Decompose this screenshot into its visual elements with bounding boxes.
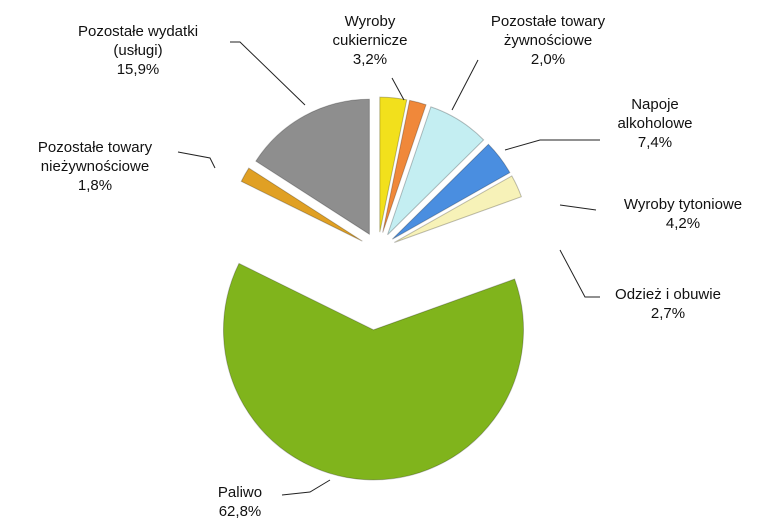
slice-value: 3,2% (352, 51, 388, 68)
slice-value: 4,2% (665, 215, 701, 232)
leader-line (559, 249, 600, 298)
slice-label: Wyroby tytoniowe 4,2% (583, 195, 768, 233)
slice-value: 1,8% (77, 177, 113, 194)
slice-value: 2,7% (650, 305, 686, 322)
slice-label: Wyroby cukiernicze 3,2% (315, 12, 425, 69)
pie-slice (379, 96, 408, 233)
slice-label: Paliwo 62,8% (190, 483, 290, 521)
leader-line (504, 139, 600, 151)
leader-line (281, 479, 331, 496)
slice-label: Napoje alkoholowe 7,4% (600, 95, 710, 152)
slice-value: 2,0% (530, 51, 566, 68)
slice-name: Wyroby cukiernicze (332, 13, 408, 49)
leader-line (177, 151, 216, 169)
leader-line (451, 59, 479, 111)
leader-line (559, 204, 597, 211)
slice-label: Odzież i obuwie 2,7% (568, 285, 768, 323)
slice-label: Pozostałe towary żywnościowe 2,0% (478, 12, 618, 69)
slice-label: Pozostałe wydatki (usługi) 15,9% (68, 22, 208, 79)
leader-line (230, 41, 306, 106)
pie-slice (223, 262, 524, 481)
pie-slice (387, 106, 485, 236)
pie-slice (382, 99, 427, 233)
slice-name: Napoje alkoholowe (617, 96, 693, 132)
slice-value: 7,4% (637, 134, 673, 151)
slice-name: Wyroby tytoniowe (623, 196, 743, 213)
slice-name: Pozostałe towary żywnościowe (490, 13, 606, 49)
slice-value: 62,8% (218, 503, 262, 520)
leader-line (391, 77, 405, 101)
pie-slice (240, 167, 363, 242)
slice-name: Odzież i obuwie (615, 286, 721, 303)
leader-lines (177, 41, 600, 496)
slice-label: Pozostałe towary nieżywnościowe 1,8% (8, 138, 183, 195)
pie-slice (255, 98, 370, 236)
pie-slice (394, 175, 523, 243)
slice-value: 15,9% (116, 61, 160, 78)
slice-name: Pozostałe wydatki (usługi) (77, 23, 199, 59)
pie-slice (392, 143, 511, 240)
slice-name: Paliwo (217, 484, 263, 501)
slice-name: Pozostałe towary nieżywnościowe (37, 139, 153, 175)
